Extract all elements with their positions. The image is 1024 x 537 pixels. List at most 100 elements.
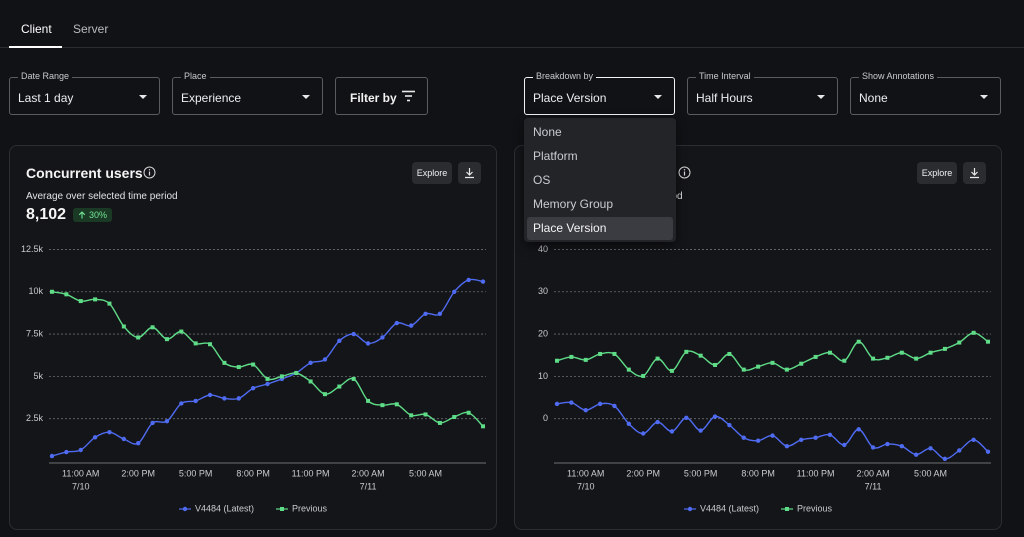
point-marker: [466, 277, 471, 283]
point-marker: [164, 419, 170, 424]
point-marker: [93, 297, 98, 302]
point-marker: [322, 357, 328, 362]
x-tick-label: 5:00 AM: [914, 468, 947, 478]
point-marker: [107, 301, 112, 306]
point-marker: [569, 400, 574, 405]
point-marker: [365, 341, 371, 346]
point-marker: [265, 381, 270, 387]
point-marker: [842, 442, 847, 448]
point-marker: [913, 452, 919, 457]
point-marker: [928, 350, 933, 355]
point-marker: [856, 339, 861, 344]
dropdown-option[interactable]: None: [533, 125, 562, 139]
point-marker: [784, 443, 790, 449]
caret: [817, 95, 825, 99]
select-value: Last 1 day: [18, 91, 74, 105]
point-marker: [971, 437, 976, 443]
point-marker: [712, 414, 718, 419]
info-icon: [678, 166, 691, 179]
select-label: Place: [181, 71, 210, 81]
download-arrow: [970, 168, 979, 179]
y-tick-label: 20: [538, 328, 548, 338]
info-dot: [683, 169, 686, 171]
select[interactable]: Show Annotations None: [850, 71, 1001, 115]
point-marker: [626, 421, 632, 426]
x-tick-label: 5:00 AM: [409, 468, 442, 478]
x-tick-label: 8:00 PM: [741, 468, 775, 478]
dropdown-option[interactable]: OS: [533, 173, 551, 187]
point-marker: [423, 311, 428, 316]
caret: [302, 95, 310, 99]
x-tick-label: 11:00 PM: [797, 468, 835, 478]
point-marker: [555, 358, 559, 363]
dropdown-option[interactable]: Memory Group: [533, 197, 614, 211]
point-marker: [741, 435, 746, 440]
select[interactable]: Place Experience: [172, 71, 323, 115]
point-marker: [942, 456, 948, 462]
legend-marker: [280, 507, 284, 511]
legend-label: Previous: [292, 503, 328, 513]
point-marker: [626, 367, 631, 372]
y-tick-label: 40: [538, 244, 548, 254]
select-label: Show Annotations: [859, 71, 938, 81]
filter-button[interactable]: Filter by: [335, 77, 428, 115]
x-tick-label: 2:00 PM: [121, 468, 155, 478]
select[interactable]: Date Range Last 1 day: [9, 71, 160, 115]
x-tick-label: 2:00 PM: [626, 468, 660, 478]
explore-button[interactable]: Explore: [412, 162, 452, 184]
point-marker: [236, 396, 241, 401]
caret: [139, 95, 147, 99]
tab[interactable]: Client: [21, 22, 52, 36]
tab-divider: [0, 47, 1024, 48]
point-marker: [136, 441, 141, 446]
up-arrow-path: [78, 211, 86, 219]
up-arrow: [78, 211, 86, 219]
point-marker: [308, 379, 313, 384]
point-marker: [193, 341, 198, 346]
point-marker: [64, 292, 69, 297]
tab[interactable]: Server: [73, 22, 109, 36]
point-marker: [92, 435, 98, 440]
point-marker: [770, 360, 775, 365]
x-tick-label: 8:00 PM: [236, 468, 270, 478]
select[interactable]: Breakdown by Place Version: [524, 71, 675, 115]
info-icon: [143, 166, 156, 179]
point-marker: [784, 367, 789, 372]
download-button[interactable]: [963, 162, 986, 184]
y-tick-label: 30: [538, 286, 548, 296]
point-marker: [684, 349, 689, 354]
point-marker: [49, 453, 55, 459]
dropdown-option[interactable]: Platform: [533, 149, 578, 163]
point-marker: [222, 396, 227, 401]
point-marker: [612, 351, 617, 356]
x-tick-label: 7/11: [865, 481, 882, 491]
legend-label: V4484 (Latest): [195, 503, 254, 513]
point-marker: [351, 331, 356, 337]
point-marker: [136, 335, 141, 340]
explore-button[interactable]: Explore: [917, 162, 957, 184]
y-tick-label: 10: [538, 371, 548, 381]
y-tick-label: 10k: [28, 286, 43, 296]
point-marker: [366, 398, 371, 403]
point-marker: [655, 419, 660, 425]
point-marker: [208, 342, 213, 347]
point-marker: [899, 443, 904, 449]
point-marker: [583, 357, 588, 362]
point-marker: [308, 360, 313, 366]
point-marker: [813, 435, 818, 440]
point-marker: [294, 371, 299, 375]
download-button[interactable]: [458, 162, 481, 184]
chart: 2.5k 5k 7.5k 10k 12.5k 11:00 AM 7/10 2:00 PM 5:0…: [21, 244, 486, 513]
legend-label: Previous: [797, 503, 833, 513]
select[interactable]: Time Interval Half Hours: [687, 71, 838, 115]
point-marker: [409, 413, 414, 418]
point-marker: [437, 311, 443, 316]
dropdown-option[interactable]: Place Version: [527, 217, 673, 240]
point-marker: [408, 323, 414, 328]
point-marker: [322, 392, 327, 397]
download-icon: [465, 168, 474, 179]
point-marker: [121, 324, 126, 329]
point-marker: [928, 446, 933, 451]
point-marker: [222, 360, 227, 365]
